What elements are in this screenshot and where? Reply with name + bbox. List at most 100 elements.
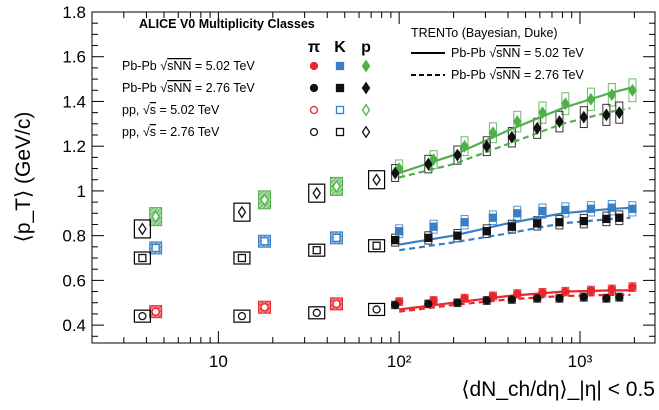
marker — [309, 127, 319, 137]
marker — [361, 59, 371, 73]
marker — [335, 127, 345, 137]
marker — [507, 222, 517, 231]
legend-label-2: pp, √s = 5.02 TeV — [122, 103, 220, 117]
y-tick-label: 0.4 — [62, 316, 86, 335]
marker — [555, 115, 564, 129]
marker — [309, 61, 319, 71]
marker — [628, 204, 637, 213]
marker — [555, 294, 564, 303]
marker — [309, 83, 319, 93]
marker — [361, 125, 371, 139]
model-curve — [398, 85, 635, 175]
marker — [513, 289, 522, 298]
syst-box — [308, 183, 326, 203]
marker — [460, 139, 469, 153]
model-curve — [399, 293, 631, 313]
marker — [607, 88, 617, 102]
x-tick-label: 10² — [387, 352, 412, 371]
model-legend-label-1: Pb-Pb √sNN = 2.76 TeV — [451, 68, 584, 82]
syst-box — [233, 309, 251, 323]
species-header-p: p — [361, 39, 371, 56]
marker — [260, 237, 269, 246]
legend-markers — [309, 59, 371, 139]
model-curve — [399, 216, 631, 252]
marker — [424, 157, 433, 171]
marker — [628, 282, 637, 292]
marker — [507, 130, 517, 144]
marker — [579, 293, 588, 302]
marker — [453, 298, 462, 307]
syst-box — [308, 243, 326, 257]
plot-frame — [91, 11, 656, 344]
marker — [372, 173, 381, 187]
marker — [488, 291, 498, 301]
y-tick-label: 0.8 — [62, 227, 86, 246]
marker — [453, 148, 462, 162]
syst-box — [367, 170, 386, 190]
x-tick-labels: 10 10² 10³ — [209, 352, 593, 371]
legend-label-0: Pb-Pb √sNN = 5.02 TeV — [122, 59, 255, 73]
marker — [237, 312, 247, 321]
marker — [335, 61, 345, 71]
syst-box — [133, 309, 151, 323]
marker — [237, 253, 247, 263]
syst-box — [308, 306, 326, 320]
y-tick-label: 1.6 — [62, 48, 86, 67]
syst-box — [233, 202, 251, 222]
marker — [332, 299, 341, 309]
marker — [482, 296, 491, 305]
model-legend: TRENTo (Bayesian, Duke) Pb-Pb √sNN = 5.0… — [411, 26, 584, 82]
marker — [312, 246, 321, 255]
marker — [586, 92, 596, 106]
marker — [538, 206, 547, 216]
model-legend-title: TRENTo (Bayesian, Duke) — [411, 26, 558, 40]
marker — [555, 218, 564, 227]
marker — [561, 205, 570, 215]
y-tick-label: 1.8 — [62, 3, 86, 22]
marker — [586, 286, 596, 295]
marker — [579, 110, 589, 124]
marker — [390, 235, 400, 245]
marker — [482, 139, 492, 153]
data-legend: Pb-Pb √sNN = 5.02 TeV Pb-Pb √sNN = 2.76 … — [122, 59, 371, 139]
marker — [151, 307, 160, 316]
marker — [332, 233, 341, 243]
marker — [361, 81, 371, 95]
marker — [602, 294, 611, 303]
marker — [151, 243, 160, 253]
marker — [602, 108, 611, 122]
syst-box — [233, 251, 251, 265]
marker — [424, 233, 433, 243]
model-legend-label-0: Pb-Pb √sNN = 5.02 TeV — [451, 46, 584, 60]
legend-label-1: Pb-Pb √sNN = 2.76 TeV — [122, 81, 255, 95]
marker — [488, 126, 498, 140]
data-markers — [138, 83, 637, 321]
marker — [507, 295, 517, 304]
y-tick-label: 1 — [77, 182, 86, 201]
syst-box — [133, 251, 151, 265]
marker — [453, 231, 462, 240]
y-tick-labels: 0.4 0.6 0.8 1 1.2 1.4 1.6 1.8 — [62, 3, 86, 335]
marker — [429, 222, 438, 231]
marker — [312, 186, 322, 200]
marker — [390, 166, 400, 180]
marker — [602, 214, 611, 224]
species-header-pi: π — [308, 39, 320, 56]
marker — [532, 121, 542, 135]
marker — [615, 293, 624, 302]
marker — [260, 193, 269, 207]
x-tick-label: 10³ — [568, 352, 593, 371]
marker — [533, 294, 542, 303]
marker — [628, 83, 637, 97]
species-header-k: K — [334, 39, 346, 56]
marker — [237, 205, 247, 219]
marker — [372, 305, 381, 314]
legend-label-3: pp, √s = 2.76 TeV — [122, 125, 220, 139]
marker — [395, 227, 404, 236]
marker — [460, 218, 469, 227]
marker — [561, 287, 570, 296]
marker — [151, 210, 160, 224]
syst-box — [133, 219, 151, 239]
marker — [561, 97, 570, 111]
